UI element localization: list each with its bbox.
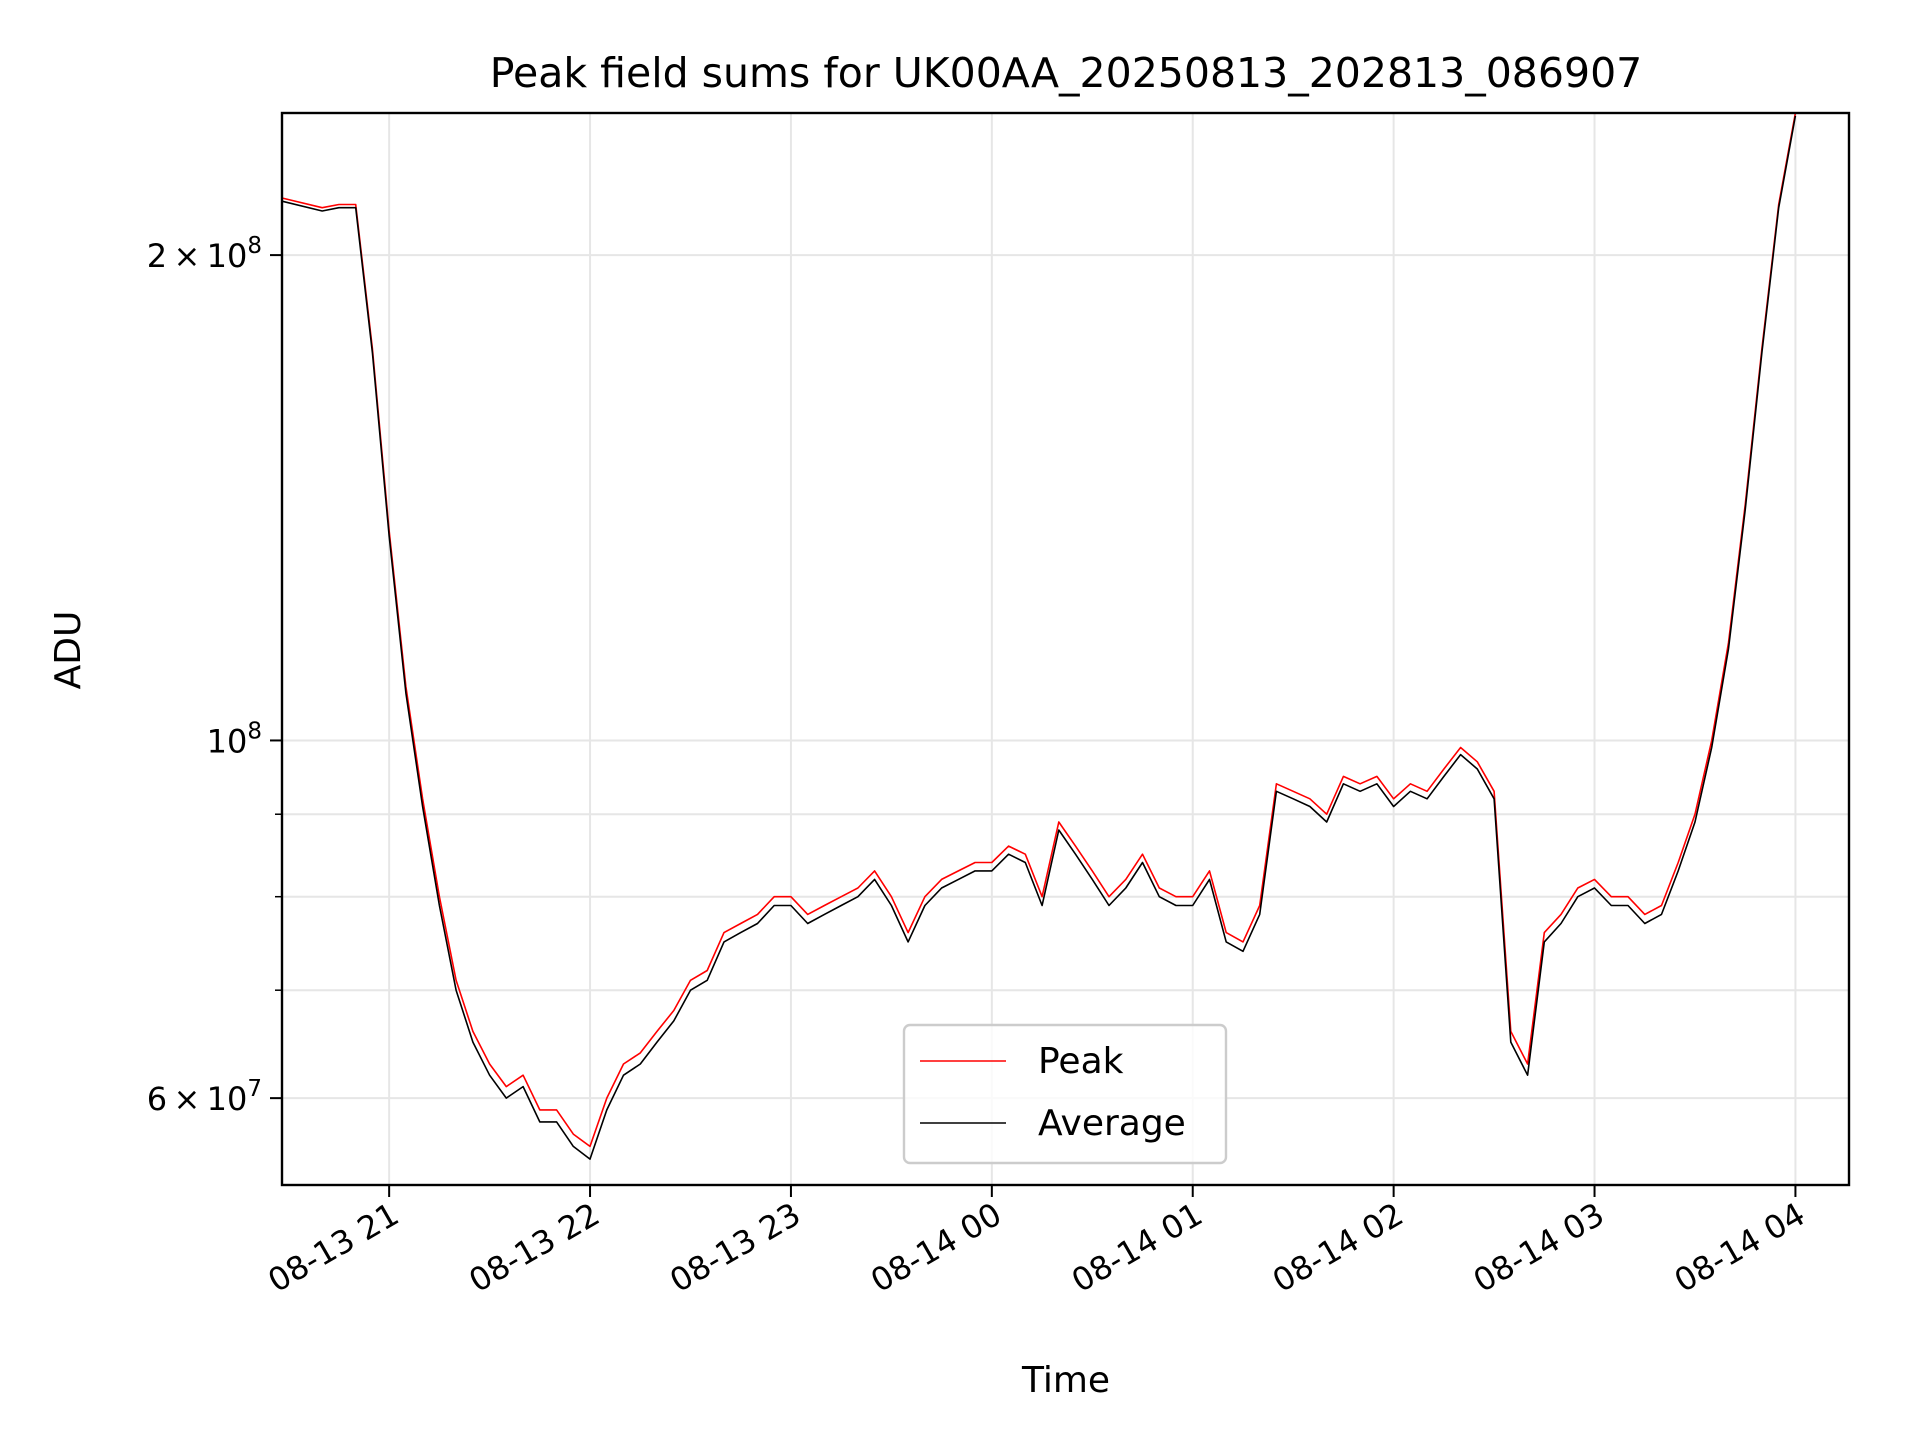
y-tick-label: 6 × 107 [147,1076,262,1118]
legend-label-peak: Peak [1038,1041,1124,1082]
series-line-peak [281,112,1797,1148]
legend-box [902,1023,1228,1165]
x-axis-label: Time [1021,1360,1110,1401]
series-line-average [281,115,1797,1160]
plot-area-frame [280,111,1851,1187]
chart-title: Peak field sums for UK00AA_20250813_2028… [490,49,1642,97]
y-axis-label: ADU [48,611,89,690]
legend: Peak Average [902,1023,1228,1165]
y-tick-label: 2 × 108 [147,233,262,275]
legend-label-average: Average [1038,1103,1186,1144]
grid [282,113,1849,1185]
series-lines [281,112,1797,1160]
